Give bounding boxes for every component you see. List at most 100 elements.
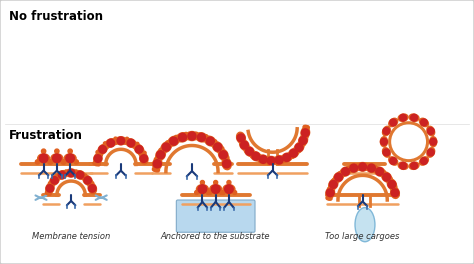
Ellipse shape <box>218 148 229 161</box>
Circle shape <box>55 174 58 177</box>
Circle shape <box>299 136 307 144</box>
Circle shape <box>64 171 67 175</box>
Circle shape <box>355 165 359 169</box>
Circle shape <box>373 168 376 172</box>
Circle shape <box>157 159 161 163</box>
Ellipse shape <box>221 157 232 170</box>
Ellipse shape <box>347 163 360 173</box>
Ellipse shape <box>74 170 86 180</box>
Circle shape <box>275 156 283 164</box>
Ellipse shape <box>419 156 429 166</box>
Circle shape <box>275 159 279 163</box>
Text: Anchored to the substrate: Anchored to the substrate <box>161 232 271 241</box>
Circle shape <box>156 158 160 162</box>
Circle shape <box>208 191 212 195</box>
Circle shape <box>166 142 170 146</box>
Circle shape <box>62 160 66 164</box>
Ellipse shape <box>64 153 77 163</box>
Ellipse shape <box>398 161 409 170</box>
Circle shape <box>211 185 220 193</box>
Circle shape <box>223 156 227 160</box>
Ellipse shape <box>209 184 222 194</box>
Circle shape <box>260 156 263 159</box>
Circle shape <box>175 139 179 143</box>
Circle shape <box>376 168 383 176</box>
Circle shape <box>259 155 267 163</box>
Circle shape <box>383 128 390 134</box>
Circle shape <box>107 139 115 147</box>
Circle shape <box>136 145 143 153</box>
Ellipse shape <box>105 138 117 148</box>
Circle shape <box>334 180 337 184</box>
Ellipse shape <box>388 156 399 166</box>
Circle shape <box>49 183 53 186</box>
Circle shape <box>67 169 75 177</box>
Ellipse shape <box>273 155 285 165</box>
Circle shape <box>47 192 50 195</box>
Circle shape <box>174 137 178 141</box>
Circle shape <box>225 185 233 193</box>
Circle shape <box>56 177 60 180</box>
Circle shape <box>295 147 299 150</box>
Ellipse shape <box>387 178 397 191</box>
Circle shape <box>252 152 260 160</box>
Circle shape <box>213 140 217 144</box>
Circle shape <box>267 157 275 165</box>
Circle shape <box>214 143 222 151</box>
Circle shape <box>333 180 337 183</box>
Circle shape <box>143 151 146 155</box>
Circle shape <box>104 144 107 147</box>
Circle shape <box>203 136 207 140</box>
Circle shape <box>430 138 437 145</box>
Ellipse shape <box>152 157 163 170</box>
Circle shape <box>184 136 188 140</box>
Circle shape <box>303 134 307 137</box>
Circle shape <box>211 141 215 144</box>
Circle shape <box>162 151 165 154</box>
Ellipse shape <box>87 182 97 194</box>
Circle shape <box>389 177 392 181</box>
Circle shape <box>97 152 100 155</box>
Ellipse shape <box>426 147 435 158</box>
Circle shape <box>388 181 396 188</box>
Circle shape <box>290 153 294 157</box>
Circle shape <box>374 166 377 169</box>
Ellipse shape <box>167 135 180 147</box>
Circle shape <box>383 149 390 156</box>
Ellipse shape <box>293 142 305 153</box>
Circle shape <box>91 182 94 185</box>
Ellipse shape <box>281 152 293 163</box>
Circle shape <box>335 173 342 181</box>
Ellipse shape <box>250 151 262 162</box>
Ellipse shape <box>56 170 68 180</box>
Ellipse shape <box>429 136 438 147</box>
Circle shape <box>267 158 271 161</box>
Ellipse shape <box>196 184 209 194</box>
Circle shape <box>381 138 387 145</box>
Circle shape <box>133 145 136 148</box>
Ellipse shape <box>328 178 338 191</box>
Circle shape <box>82 175 86 178</box>
Circle shape <box>89 182 92 185</box>
Ellipse shape <box>212 141 224 153</box>
Ellipse shape <box>381 171 392 183</box>
Circle shape <box>347 169 350 173</box>
Circle shape <box>214 181 218 185</box>
Circle shape <box>74 170 78 173</box>
Ellipse shape <box>160 141 172 153</box>
Circle shape <box>202 138 206 142</box>
Ellipse shape <box>195 132 208 143</box>
Ellipse shape <box>380 136 388 147</box>
Circle shape <box>245 149 248 152</box>
Circle shape <box>73 173 77 176</box>
Circle shape <box>346 167 350 170</box>
Circle shape <box>410 114 418 121</box>
Circle shape <box>178 133 186 141</box>
Circle shape <box>251 154 254 158</box>
Ellipse shape <box>382 126 391 136</box>
Circle shape <box>241 142 245 145</box>
Circle shape <box>84 177 91 184</box>
Circle shape <box>117 137 125 145</box>
Ellipse shape <box>176 132 189 143</box>
Ellipse shape <box>97 144 108 155</box>
